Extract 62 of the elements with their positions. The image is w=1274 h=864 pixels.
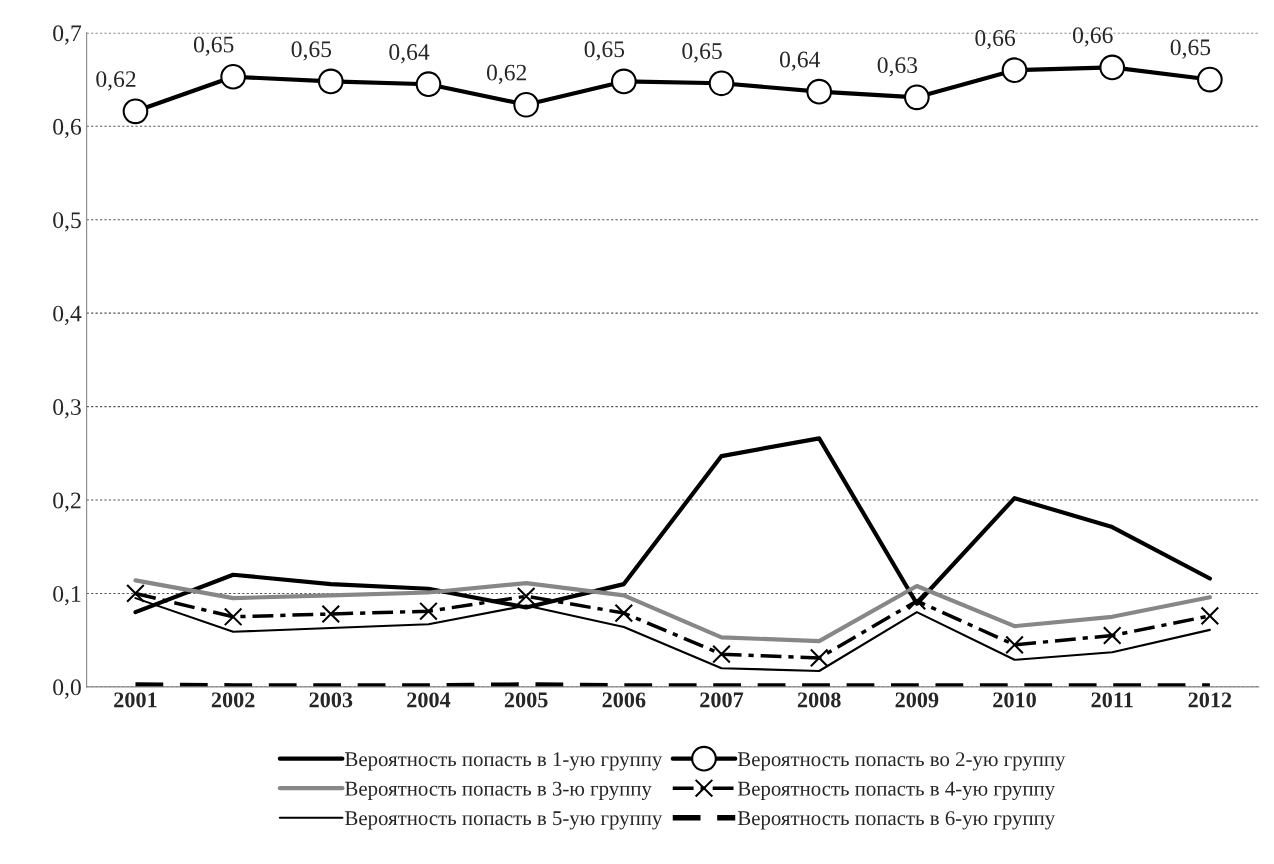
point	[806, 78, 833, 105]
point	[1102, 626, 1122, 645]
x-tick-label: 2007	[700, 692, 744, 708]
line-series	[133, 578, 1212, 644]
x-tick-label: 2006	[602, 692, 646, 708]
point	[708, 70, 735, 97]
legend-label: Вероятность попасть в 6-ую группу	[737, 811, 1056, 830]
x-tick-label: 2004	[407, 692, 451, 708]
point	[1200, 606, 1220, 626]
x-tick-label: 2001	[114, 692, 157, 708]
point	[321, 604, 341, 624]
point	[513, 91, 540, 118]
legend-label: Вероятность попасть в 1-ую группу	[345, 752, 663, 771]
x-tick-label: 2010	[993, 692, 1036, 708]
data-label: 0,63	[877, 57, 918, 77]
point	[904, 84, 930, 111]
x-tick-label: 2012	[1188, 692, 1232, 708]
x-tick-label: 2003	[309, 692, 353, 708]
point	[712, 644, 731, 664]
data-label: 0,65	[193, 36, 234, 56]
x-tick-label: 2011	[1091, 692, 1133, 708]
point	[220, 63, 246, 90]
point	[1197, 66, 1223, 93]
data-label: 0,64	[389, 44, 430, 64]
point	[1005, 635, 1024, 655]
y-tick-label: 0,2	[53, 492, 81, 512]
legend-label: Вероятность попасть в 3-ю группу	[345, 781, 652, 800]
point	[419, 601, 438, 621]
x-tick-label: 2009	[895, 692, 939, 708]
x-tick-label: 2005	[504, 692, 548, 708]
y-tick-label: 0,5	[53, 212, 81, 232]
data-label: 0,64	[779, 51, 821, 71]
point	[415, 71, 442, 98]
point	[223, 607, 243, 627]
point	[516, 586, 536, 606]
y-tick-label: 0,0	[53, 679, 81, 699]
data-label: 0,66	[1073, 27, 1113, 47]
y-tick-label: 0,4	[53, 305, 82, 325]
legend-label: Вероятность попасть во 2-ую группу	[737, 752, 1066, 771]
y-tick-label: 0,7	[53, 25, 82, 45]
point	[1099, 54, 1126, 81]
point	[122, 98, 149, 125]
legend-label: Вероятность попасть в 4-ую группу	[737, 781, 1056, 800]
point	[809, 648, 829, 668]
data-label: 0,65	[1170, 39, 1211, 59]
point	[1001, 57, 1028, 84]
data-label: 0,62	[486, 64, 527, 84]
y-tick-label: 0,1	[53, 585, 81, 606]
data-label: 0,62	[96, 71, 136, 91]
point	[126, 584, 145, 603]
data-label: 0,65	[291, 41, 332, 61]
x-tick-label: 2008	[797, 692, 841, 708]
x-tick-label: 2002	[211, 692, 255, 708]
point	[614, 603, 634, 623]
data-label: 0,65	[682, 43, 722, 63]
y-tick-label: 0,3	[53, 399, 81, 419]
point	[610, 68, 637, 95]
data-label: 0,65	[584, 41, 625, 61]
y-tick-label: 0,6	[53, 118, 82, 139]
legend-label: Вероятность попасть в 5-ую группу	[345, 811, 663, 830]
data-label: 0,66	[975, 30, 1016, 50]
point	[317, 68, 344, 95]
